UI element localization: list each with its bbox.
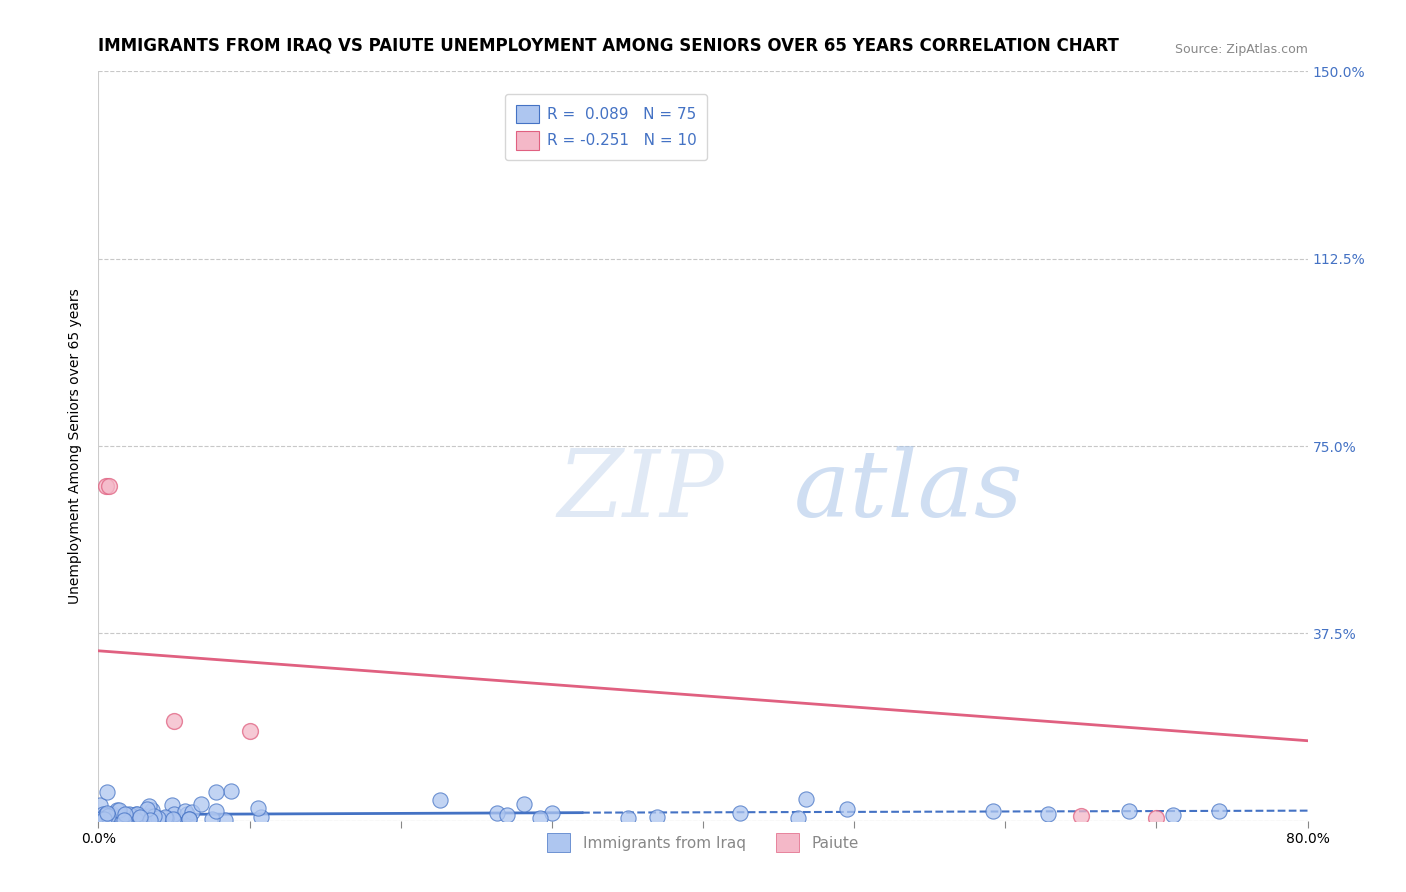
Point bbox=[98, 808, 121, 822]
Point bbox=[93, 813, 115, 827]
Point bbox=[143, 809, 166, 823]
Point bbox=[219, 784, 242, 798]
Point bbox=[125, 807, 148, 822]
Point bbox=[98, 479, 121, 493]
Point bbox=[112, 813, 135, 827]
Point bbox=[96, 785, 118, 799]
Point bbox=[180, 805, 202, 819]
Point bbox=[112, 809, 135, 823]
Point bbox=[127, 806, 149, 821]
Point bbox=[146, 811, 169, 825]
Point bbox=[513, 797, 536, 811]
Point bbox=[141, 803, 163, 817]
Point bbox=[128, 808, 150, 822]
Point bbox=[96, 805, 118, 820]
Point bbox=[249, 810, 271, 824]
Point bbox=[117, 807, 139, 822]
Text: IMMIGRANTS FROM IRAQ VS PAIUTE UNEMPLOYMENT AMONG SENIORS OVER 65 YEARS CORRELAT: IMMIGRANTS FROM IRAQ VS PAIUTE UNEMPLOYM… bbox=[98, 37, 1119, 54]
Point bbox=[97, 811, 120, 825]
Point bbox=[129, 810, 152, 824]
Point bbox=[1208, 804, 1230, 818]
Point bbox=[107, 810, 129, 824]
Point bbox=[105, 803, 128, 817]
Point bbox=[105, 813, 128, 827]
Point bbox=[136, 802, 159, 816]
Point bbox=[541, 805, 564, 820]
Point bbox=[486, 806, 509, 821]
Point bbox=[529, 811, 551, 825]
Point bbox=[94, 808, 117, 822]
Point bbox=[794, 792, 817, 806]
Point bbox=[118, 808, 141, 822]
Point bbox=[166, 813, 188, 827]
Point bbox=[617, 811, 640, 825]
Point bbox=[1161, 808, 1184, 822]
Point bbox=[153, 810, 176, 824]
Point bbox=[162, 812, 184, 826]
Point bbox=[837, 802, 859, 816]
Point bbox=[108, 803, 131, 817]
Point bbox=[97, 809, 120, 823]
Point bbox=[98, 812, 121, 826]
Point bbox=[1118, 804, 1140, 818]
Point bbox=[205, 804, 228, 818]
Point bbox=[179, 812, 201, 826]
Point bbox=[93, 807, 115, 822]
Text: atlas: atlas bbox=[793, 446, 1024, 536]
Point bbox=[247, 801, 270, 815]
Point bbox=[201, 813, 224, 827]
Point bbox=[645, 810, 668, 824]
Text: Source: ZipAtlas.com: Source: ZipAtlas.com bbox=[1174, 44, 1308, 56]
Y-axis label: Unemployment Among Seniors over 65 years: Unemployment Among Seniors over 65 years bbox=[69, 288, 83, 604]
Point bbox=[728, 805, 751, 820]
Point bbox=[174, 804, 197, 818]
Legend: Immigrants from Iraq, Paiute: Immigrants from Iraq, Paiute bbox=[541, 827, 865, 858]
Point bbox=[163, 714, 186, 728]
Point bbox=[239, 723, 262, 738]
Point bbox=[981, 804, 1004, 818]
Point bbox=[177, 813, 200, 827]
Point bbox=[149, 814, 172, 828]
Point bbox=[176, 807, 198, 822]
Point bbox=[124, 809, 146, 823]
Point bbox=[94, 479, 117, 493]
Point bbox=[496, 808, 519, 822]
Point bbox=[110, 810, 132, 824]
Point bbox=[138, 799, 160, 814]
Point bbox=[204, 785, 226, 799]
Point bbox=[163, 806, 186, 821]
Point bbox=[105, 811, 128, 825]
Point bbox=[114, 806, 136, 821]
Point bbox=[89, 812, 111, 826]
Point bbox=[89, 797, 111, 812]
Point bbox=[138, 808, 160, 822]
Point bbox=[125, 813, 148, 827]
Point bbox=[91, 811, 114, 825]
Point bbox=[214, 813, 236, 827]
Point bbox=[787, 811, 810, 825]
Point bbox=[1144, 811, 1167, 825]
Point bbox=[101, 806, 124, 821]
Point bbox=[190, 797, 212, 811]
Point bbox=[139, 813, 162, 827]
Point bbox=[1070, 808, 1092, 822]
Point bbox=[90, 813, 112, 827]
Point bbox=[1036, 806, 1059, 821]
Point bbox=[429, 793, 451, 807]
Text: ZIP: ZIP bbox=[558, 446, 724, 536]
Point bbox=[160, 797, 183, 812]
Point bbox=[155, 811, 177, 825]
